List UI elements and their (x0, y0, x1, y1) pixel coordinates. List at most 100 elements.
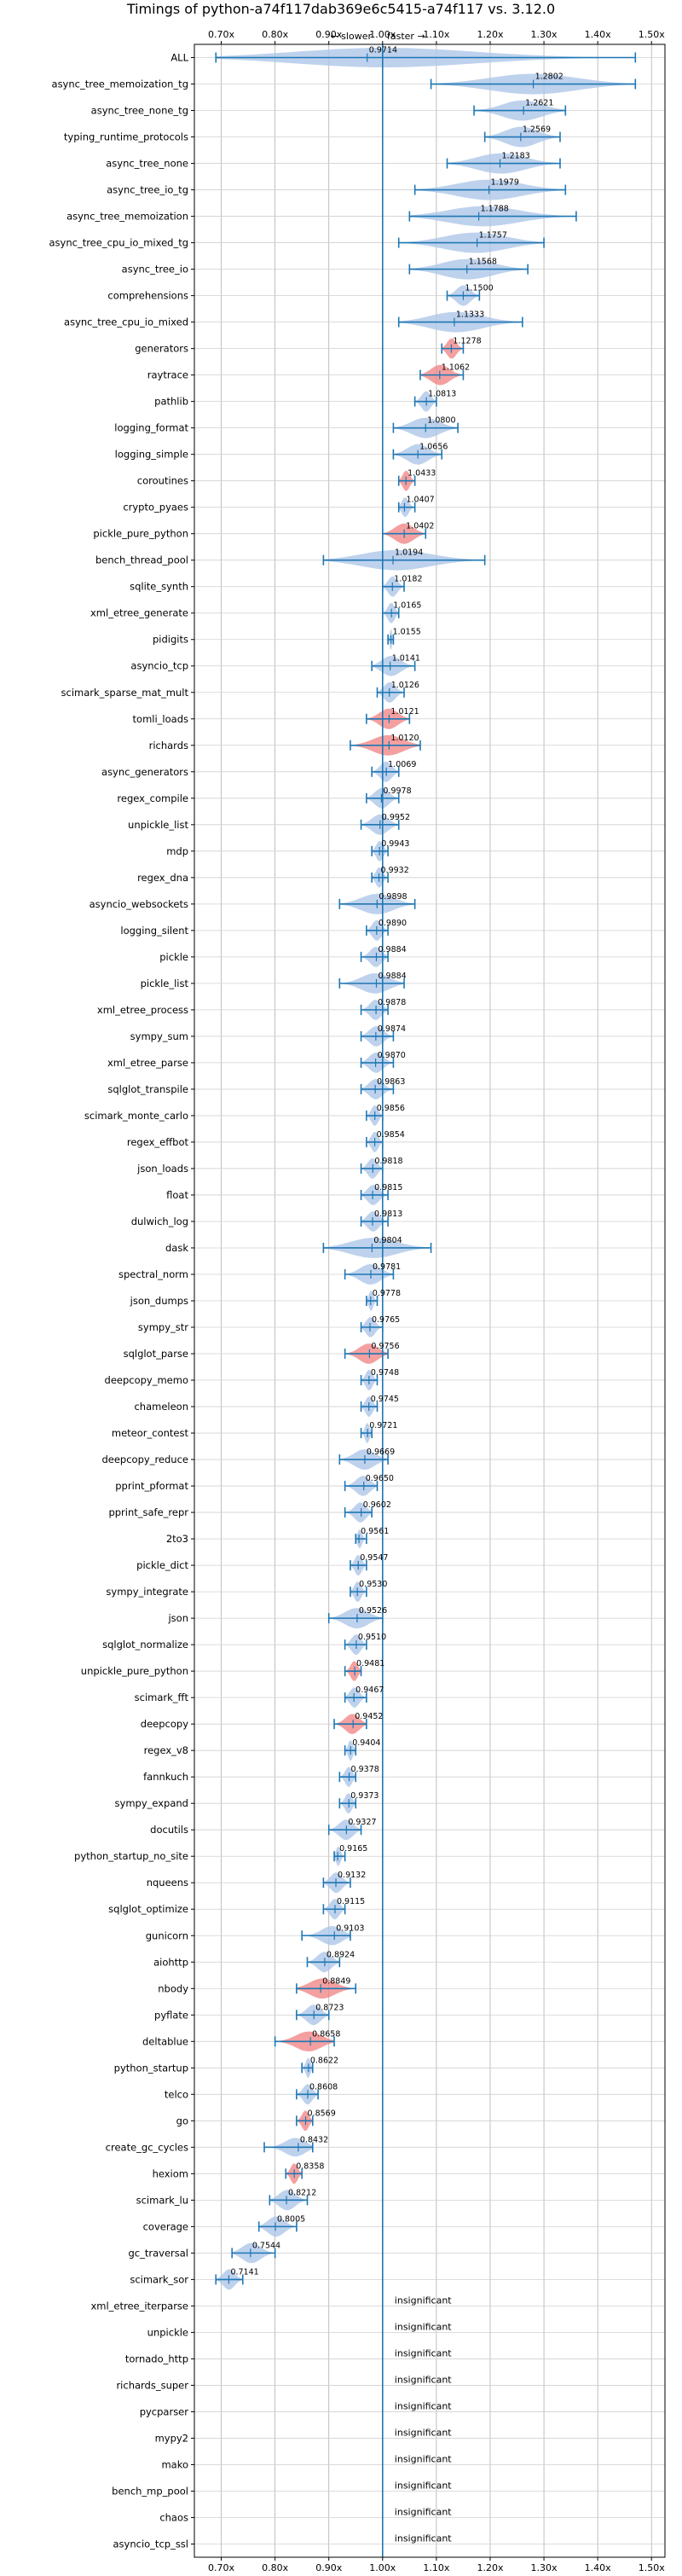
y-label-regex_dna: regex_dna (137, 872, 188, 884)
value-label: 0.7544 (252, 2241, 280, 2250)
value-label: 1.2569 (523, 125, 551, 135)
y-label-async_tree_cpu_io_mixed: async_tree_cpu_io_mixed (64, 316, 188, 328)
y-label-tornado_http: tornado_http (125, 2353, 188, 2364)
y-label-xml_etree_process: xml_etree_process (97, 1004, 188, 1016)
y-label-scimark_sor: scimark_sor (130, 2273, 188, 2285)
x-tick-label-top: 0.90x (315, 29, 342, 40)
value-label: 0.9952 (382, 813, 410, 822)
value-label: 1.0656 (419, 443, 448, 452)
insignificant-label: insignificant (395, 2400, 453, 2411)
y-label-pprint_pformat: pprint_pformat (115, 1480, 188, 1492)
chart-title: Timings of python-a74f117dab369e6c5415-a… (126, 1, 555, 17)
y-label-regex_effbot: regex_effbot (127, 1136, 189, 1148)
y-label-sqlglot_optimize: sqlglot_optimize (108, 1903, 188, 1915)
y-label-pyflate: pyflate (154, 2009, 188, 2021)
value-label: 0.9863 (377, 1077, 405, 1087)
value-label: 0.7141 (230, 2267, 258, 2277)
y-label-typing_runtime_protocols: typing_runtime_protocols (64, 131, 188, 143)
y-label-unpickle: unpickle (147, 2326, 188, 2338)
insignificant-label: insignificant (395, 2480, 453, 2491)
y-label-sqlglot_normalize: sqlglot_normalize (102, 1639, 188, 1651)
value-label: 0.9765 (372, 1315, 400, 1325)
x-tick-label-top: 1.50x (639, 29, 665, 40)
value-label: 0.9327 (348, 1818, 376, 1827)
value-label: 1.0121 (390, 707, 419, 717)
y-label-dask: dask (165, 1242, 188, 1254)
y-label-docutils: docutils (150, 1824, 188, 1836)
value-label: 0.9815 (374, 1183, 402, 1192)
y-label-async_tree_memoization: async_tree_memoization (66, 211, 188, 223)
y-label-scimark_monte_carlo: scimark_monte_carlo (84, 1110, 188, 1122)
value-label: 0.9856 (377, 1104, 405, 1113)
value-label: 0.9452 (355, 1712, 383, 1721)
value-label: 0.9884 (378, 945, 406, 954)
y-label-chaos: chaos (159, 2511, 188, 2523)
y-label-pycparser: pycparser (140, 2405, 189, 2417)
y-label-tomli_loads: tomli_loads (133, 713, 188, 725)
x-tick-label-bottom: 1.10x (423, 2562, 449, 2573)
y-label-ALL: ALL (170, 52, 188, 64)
y-label-json_loads: json_loads (136, 1163, 188, 1175)
value-label: 0.9781 (373, 1262, 401, 1272)
value-label: 0.9115 (337, 1897, 365, 1906)
value-labels: 0.9714 1.2802 1.2621 1.2569 1.2183 1.1979 1.17… (230, 46, 563, 2544)
y-label-sympy_integrate: sympy_integrate (106, 1586, 188, 1598)
value-label: 1.0182 (394, 575, 422, 584)
y-label-asyncio_websockets: asyncio_websockets (90, 898, 188, 910)
value-label: 0.9103 (336, 1923, 364, 1933)
y-label-pickle_pure_python: pickle_pure_python (93, 528, 188, 540)
value-label: 1.0120 (390, 734, 419, 743)
y-label-coroutines: coroutines (137, 475, 188, 487)
y-label-scimark_sparse_mat_mult: scimark_sparse_mat_mult (61, 687, 189, 699)
y-label-richards_super: richards_super (116, 2379, 188, 2391)
value-label: 0.9943 (381, 839, 409, 849)
value-label: 0.9778 (373, 1289, 401, 1298)
value-label: 1.1757 (479, 231, 507, 241)
y-label-deepcopy_memo: deepcopy_memo (105, 1374, 188, 1386)
value-label: 0.9165 (339, 1844, 367, 1854)
value-label: 0.9898 (379, 892, 407, 902)
x-tick-label-bottom: 0.90x (315, 2562, 342, 2573)
y-label-pickle_dict: pickle_dict (136, 1559, 188, 1571)
value-label: 0.9813 (374, 1210, 402, 1219)
y-label-float: float (166, 1189, 188, 1201)
value-label: 0.8622 (310, 2056, 338, 2065)
value-label: 0.9378 (351, 1765, 379, 1774)
value-label: 0.8432 (300, 2135, 328, 2144)
value-label: 1.0402 (406, 522, 434, 531)
x-tick-label-top: 1.00x (369, 29, 396, 40)
value-label: 1.0194 (395, 548, 423, 558)
y-label-python_startup_no_site: python_startup_no_site (74, 1850, 188, 1862)
y-label-asyncio_tcp_ssl: asyncio_tcp_ssl (113, 2538, 189, 2550)
y-label-async_tree_none: async_tree_none (106, 158, 188, 170)
value-label: 0.9756 (371, 1342, 399, 1351)
insignificant-label: insignificant (395, 2506, 453, 2517)
y-label-hexiom: hexiom (153, 2167, 188, 2179)
value-label: 0.8569 (308, 2109, 336, 2118)
y-label-regex_compile: regex_compile (117, 792, 188, 804)
value-label: 1.0165 (393, 601, 421, 611)
value-label: 0.9561 (361, 1527, 389, 1536)
value-label: 1.0069 (388, 760, 416, 769)
y-label-async_generators: async_generators (101, 766, 188, 778)
y-label-async_tree_none_tg: async_tree_none_tg (91, 105, 188, 117)
insignificant-label: insignificant (395, 2347, 453, 2358)
y-label-logging_format: logging_format (114, 422, 188, 434)
y-label-json_dumps: json_dumps (130, 1295, 188, 1307)
y-label-sympy_sum: sympy_sum (130, 1030, 188, 1042)
value-label: 1.0433 (407, 469, 436, 479)
value-label: 0.9884 (378, 972, 406, 981)
value-label: 1.2802 (535, 73, 564, 82)
insignificant-label: insignificant (395, 2374, 453, 2385)
y-label-sqlglot_parse: sqlglot_parse (124, 1348, 188, 1360)
y-label-xml_etree_generate: xml_etree_generate (90, 607, 188, 619)
y-label-chameleon: chameleon (134, 1401, 188, 1413)
x-tick-label-top: 0.80x (262, 29, 288, 40)
x-axis: 0.70x 0.70x 0.80x 0.80x 0.90x 0.90x 1.00x 1.00x… (208, 29, 665, 2573)
x-tick-label-bottom: 0.80x (262, 2562, 288, 2573)
y-label-nbody: nbody (158, 1982, 188, 1994)
value-label: 0.8005 (277, 2214, 305, 2224)
y-label-raytrace: raytrace (147, 369, 188, 381)
y-label-regex_v8: regex_v8 (144, 1744, 188, 1756)
